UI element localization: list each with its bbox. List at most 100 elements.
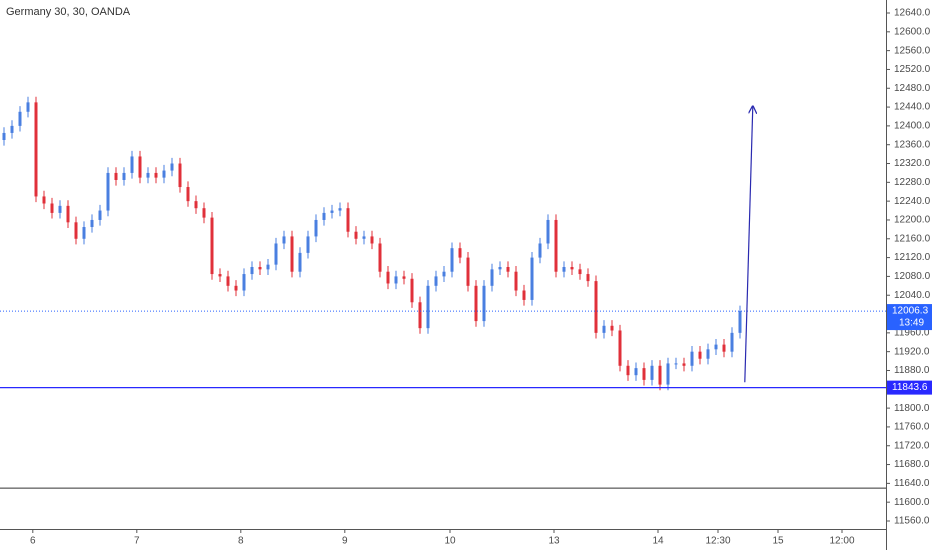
- candle-body: [362, 236, 366, 239]
- candle-body: [242, 274, 246, 291]
- candle-body: [434, 276, 438, 286]
- x-tick-label: 8: [238, 536, 244, 547]
- y-tick-label: 12160.0: [894, 233, 931, 244]
- candle-body: [50, 203, 54, 213]
- candle-body: [490, 269, 494, 286]
- y-tick-label: 12240.0: [894, 196, 931, 207]
- candle-body: [674, 363, 678, 365]
- candle-body: [34, 102, 38, 197]
- candle-body: [482, 285, 486, 322]
- y-tick-label: 12480.0: [894, 83, 931, 94]
- candle-body: [506, 267, 510, 272]
- candle-body: [450, 248, 454, 272]
- candle-body: [170, 163, 174, 171]
- candle-body: [258, 267, 262, 270]
- candle-body: [626, 365, 630, 376]
- y-tick-label: 12640.0: [894, 8, 931, 19]
- y-tick-label: 12440.0: [894, 102, 931, 113]
- candle-body: [578, 269, 582, 275]
- candle-body: [234, 285, 238, 291]
- candle-body: [162, 170, 166, 178]
- y-tick-label: 12360.0: [894, 139, 931, 150]
- candle-body: [514, 271, 518, 291]
- countdown-label: 13:49: [899, 318, 924, 329]
- y-tick-label: 12400.0: [894, 121, 931, 132]
- x-tick-label: 6: [30, 536, 36, 547]
- y-tick-label: 11800.0: [894, 403, 930, 414]
- candle-body: [402, 276, 406, 279]
- candle-body: [618, 330, 622, 366]
- candle-body: [66, 205, 70, 223]
- x-tick-label: 13: [548, 536, 560, 547]
- y-tick-label: 12200.0: [894, 215, 931, 226]
- candle-body: [714, 344, 718, 350]
- candle-body: [522, 290, 526, 300]
- candle-body: [250, 267, 254, 275]
- candle-body: [106, 172, 110, 211]
- price-tag-label: 12006.3: [892, 306, 929, 317]
- candle-body: [658, 365, 662, 385]
- chart-title: Germany 30, 30, OANDA: [6, 6, 131, 18]
- candle-body: [202, 208, 206, 218]
- price-tag-label: 11843.6: [892, 382, 928, 393]
- candle-body: [442, 271, 446, 277]
- y-tick-label: 12040.0: [894, 290, 931, 301]
- candle-body: [178, 163, 182, 188]
- candle-body: [378, 243, 382, 272]
- candle-body: [226, 276, 230, 286]
- x-tick-label: 15: [772, 536, 784, 547]
- y-tick-label: 12080.0: [894, 271, 931, 282]
- x-tick-label: 12:00: [829, 536, 854, 547]
- y-tick-label: 11560.0: [894, 516, 930, 527]
- candle-body: [722, 344, 726, 352]
- candle-body: [154, 172, 158, 178]
- candle-body: [458, 248, 462, 258]
- candle-body: [114, 172, 118, 180]
- candle-body: [322, 212, 326, 220]
- y-tick-label: 12520.0: [894, 64, 931, 75]
- candle-body: [298, 252, 302, 272]
- x-tick-label: 14: [652, 536, 664, 547]
- candle-body: [194, 201, 198, 209]
- y-tick-label: 11640.0: [894, 478, 930, 489]
- candle-body: [634, 368, 638, 376]
- candle-body: [130, 156, 134, 173]
- candle-body: [602, 325, 606, 333]
- candle-body: [730, 332, 734, 352]
- candle-body: [314, 219, 318, 237]
- candle-body: [690, 351, 694, 366]
- y-tick-label: 11920.0: [894, 346, 930, 357]
- y-tick-label: 11880.0: [894, 365, 930, 376]
- candle-body: [474, 285, 478, 322]
- price-tag: [887, 304, 932, 331]
- candle-body: [650, 365, 654, 380]
- y-tick-label: 11720.0: [894, 440, 930, 451]
- candle-body: [2, 132, 6, 140]
- candle-body: [82, 227, 86, 239]
- x-tick-label: 10: [444, 536, 456, 547]
- candle-body: [562, 267, 566, 272]
- candle-body: [426, 285, 430, 329]
- candle-body: [386, 271, 390, 284]
- candle-body: [74, 222, 78, 239]
- candle-body: [586, 274, 590, 282]
- candle-body: [122, 172, 126, 180]
- candle-body: [306, 236, 310, 253]
- y-tick-label: 12560.0: [894, 45, 931, 56]
- candle-body: [554, 219, 558, 272]
- candle-body: [642, 368, 646, 380]
- candle-body: [698, 351, 702, 359]
- candle-body: [346, 208, 350, 232]
- x-tick-label: 7: [134, 536, 140, 547]
- y-tick-label: 11760.0: [894, 422, 930, 433]
- candle-body: [210, 217, 214, 275]
- candle-body: [530, 257, 534, 300]
- candle-body: [330, 210, 334, 213]
- candle-body: [466, 257, 470, 286]
- candle-body: [218, 274, 222, 277]
- candle-body: [290, 236, 294, 272]
- candle-body: [42, 196, 46, 204]
- y-tick-label: 11960.0: [894, 327, 930, 338]
